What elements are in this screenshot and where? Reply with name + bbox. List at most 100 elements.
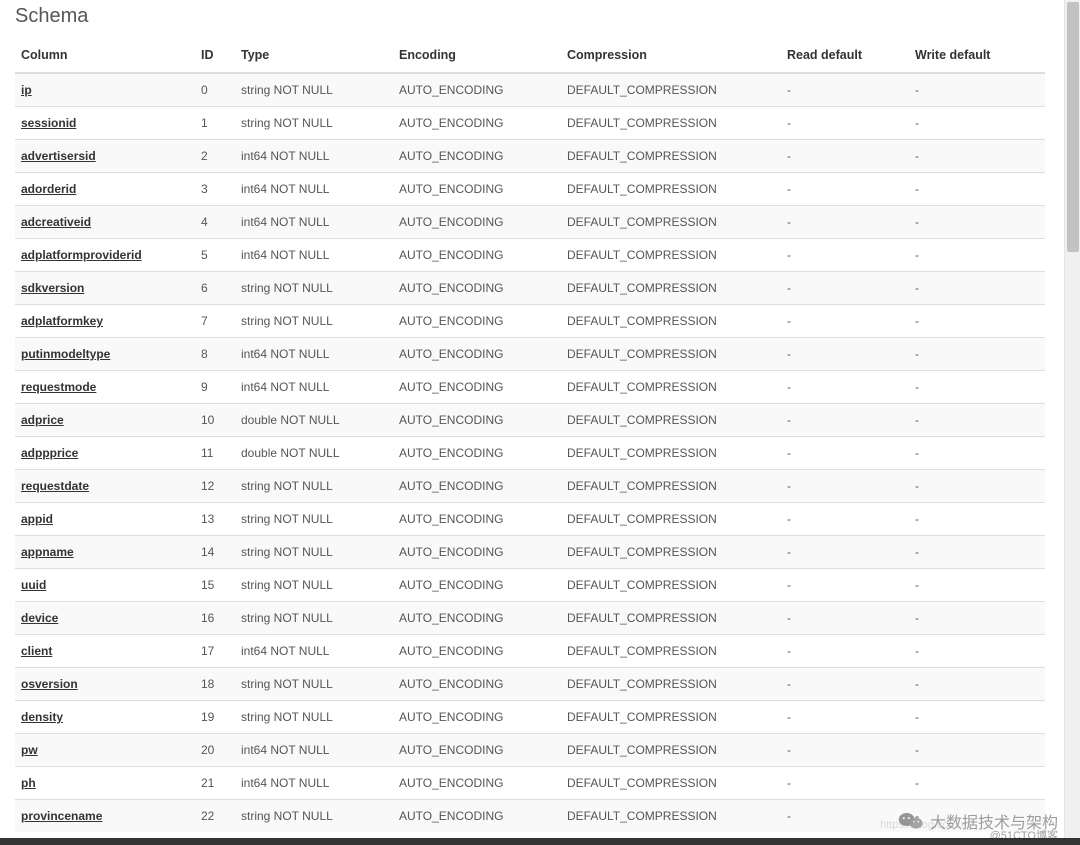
cell-encoding: AUTO_ENCODING (393, 272, 561, 305)
column-name-link[interactable]: uuid (21, 578, 46, 592)
cell-type: int64 NOT NULL (235, 734, 393, 767)
column-name-link[interactable]: ph (21, 776, 36, 790)
cell-write-default: - (909, 371, 1045, 404)
cell-compression: DEFAULT_COMPRESSION (561, 800, 781, 833)
schema-tbody: ip0string NOT NULLAUTO_ENCODINGDEFAULT_C… (15, 73, 1045, 832)
column-name-link[interactable]: device (21, 611, 58, 625)
header-id: ID (195, 40, 235, 73)
cell-type: int64 NOT NULL (235, 371, 393, 404)
scrollbar-thumb[interactable] (1067, 2, 1079, 252)
cell-encoding: AUTO_ENCODING (393, 767, 561, 800)
column-name-link[interactable]: density (21, 710, 63, 724)
header-compression: Compression (561, 40, 781, 73)
column-name-link[interactable]: requestmode (21, 380, 96, 394)
cell-id: 21 (195, 767, 235, 800)
cell-compression: DEFAULT_COMPRESSION (561, 404, 781, 437)
column-name-link[interactable]: putinmodeltype (21, 347, 110, 361)
cell-write-default: - (909, 140, 1045, 173)
cell-encoding: AUTO_ENCODING (393, 734, 561, 767)
table-row: appid13string NOT NULLAUTO_ENCODINGDEFAU… (15, 503, 1045, 536)
column-name-link[interactable]: adplatformkey (21, 314, 103, 328)
cell-write-default: - (909, 470, 1045, 503)
vertical-scrollbar[interactable] (1064, 0, 1080, 845)
cell-compression: DEFAULT_COMPRESSION (561, 305, 781, 338)
column-name-link[interactable]: provincename (21, 809, 102, 823)
cell-write-default: - (909, 800, 1045, 833)
cell-compression: DEFAULT_COMPRESSION (561, 239, 781, 272)
cell-write-default: - (909, 272, 1045, 305)
column-name-link[interactable]: pw (21, 743, 38, 757)
column-name-link[interactable]: requestdate (21, 479, 89, 493)
cell-compression: DEFAULT_COMPRESSION (561, 272, 781, 305)
cell-type: int64 NOT NULL (235, 635, 393, 668)
cell-read-default: - (781, 668, 909, 701)
table-row: requestdate12string NOT NULLAUTO_ENCODIN… (15, 470, 1045, 503)
cell-id: 3 (195, 173, 235, 206)
table-row: density19string NOT NULLAUTO_ENCODINGDEF… (15, 701, 1045, 734)
table-row: putinmodeltype8int64 NOT NULLAUTO_ENCODI… (15, 338, 1045, 371)
cell-type: string NOT NULL (235, 569, 393, 602)
cell-read-default: - (781, 437, 909, 470)
cell-encoding: AUTO_ENCODING (393, 73, 561, 107)
bottom-border (0, 838, 1080, 845)
column-name-link[interactable]: osversion (21, 677, 78, 691)
column-name-link[interactable]: advertisersid (21, 149, 96, 163)
cell-encoding: AUTO_ENCODING (393, 569, 561, 602)
column-name-link[interactable]: adppprice (21, 446, 78, 460)
cell-write-default: - (909, 503, 1045, 536)
cell-type: int64 NOT NULL (235, 239, 393, 272)
column-name-link[interactable]: sessionid (21, 116, 76, 130)
cell-id: 12 (195, 470, 235, 503)
cell-encoding: AUTO_ENCODING (393, 338, 561, 371)
cell-type: string NOT NULL (235, 602, 393, 635)
cell-compression: DEFAULT_COMPRESSION (561, 668, 781, 701)
column-name-link[interactable]: appname (21, 545, 74, 559)
cell-read-default: - (781, 635, 909, 668)
cell-read-default: - (781, 767, 909, 800)
cell-id: 4 (195, 206, 235, 239)
cell-write-default: - (909, 305, 1045, 338)
cell-id: 9 (195, 371, 235, 404)
column-name-link[interactable]: appid (21, 512, 53, 526)
cell-type: int64 NOT NULL (235, 206, 393, 239)
cell-write-default: - (909, 701, 1045, 734)
cell-write-default: - (909, 602, 1045, 635)
cell-write-default: - (909, 734, 1045, 767)
table-row: adorderid3int64 NOT NULLAUTO_ENCODINGDEF… (15, 173, 1045, 206)
cell-read-default: - (781, 140, 909, 173)
cell-write-default: - (909, 404, 1045, 437)
cell-id: 2 (195, 140, 235, 173)
cell-encoding: AUTO_ENCODING (393, 536, 561, 569)
table-row: ip0string NOT NULLAUTO_ENCODINGDEFAULT_C… (15, 73, 1045, 107)
column-name-link[interactable]: ip (21, 83, 32, 97)
column-name-link[interactable]: adplatformproviderid (21, 248, 142, 262)
column-name-link[interactable]: client (21, 644, 52, 658)
cell-encoding: AUTO_ENCODING (393, 602, 561, 635)
cell-read-default: - (781, 272, 909, 305)
cell-id: 15 (195, 569, 235, 602)
cell-id: 5 (195, 239, 235, 272)
cell-write-default: - (909, 536, 1045, 569)
cell-read-default: - (781, 73, 909, 107)
cell-id: 0 (195, 73, 235, 107)
column-name-link[interactable]: sdkversion (21, 281, 84, 295)
cell-type: int64 NOT NULL (235, 140, 393, 173)
cell-compression: DEFAULT_COMPRESSION (561, 371, 781, 404)
content-wrapper: Schema Column ID Type Encoding Compressi… (0, 0, 1060, 845)
cell-id: 18 (195, 668, 235, 701)
table-row: adppprice11double NOT NULLAUTO_ENCODINGD… (15, 437, 1045, 470)
cell-compression: DEFAULT_COMPRESSION (561, 437, 781, 470)
column-name-link[interactable]: adprice (21, 413, 64, 427)
column-name-link[interactable]: adcreativeid (21, 215, 91, 229)
column-name-link[interactable]: adorderid (21, 182, 76, 196)
cell-compression: DEFAULT_COMPRESSION (561, 73, 781, 107)
cell-type: string NOT NULL (235, 470, 393, 503)
cell-id: 10 (195, 404, 235, 437)
cell-read-default: - (781, 173, 909, 206)
cell-encoding: AUTO_ENCODING (393, 503, 561, 536)
header-type: Type (235, 40, 393, 73)
cell-compression: DEFAULT_COMPRESSION (561, 701, 781, 734)
cell-id: 6 (195, 272, 235, 305)
cell-id: 13 (195, 503, 235, 536)
cell-read-default: - (781, 503, 909, 536)
